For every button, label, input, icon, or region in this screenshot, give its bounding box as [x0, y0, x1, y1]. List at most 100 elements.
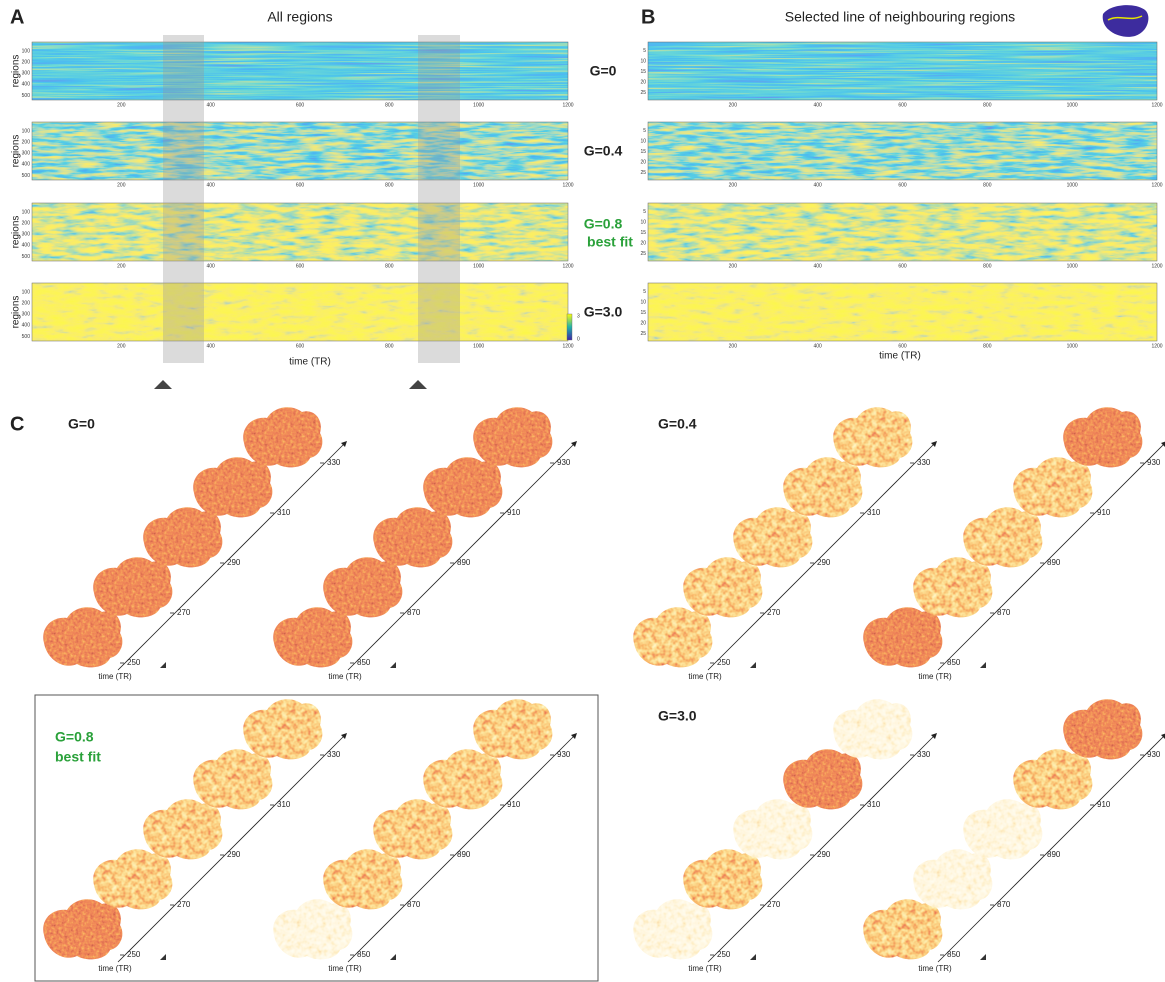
window-marker: [409, 380, 427, 389]
y-tick-label: 10: [640, 299, 646, 305]
heatmap-frame: [647, 282, 1158, 342]
y-tick-label: 100: [22, 128, 31, 134]
brain-map: [243, 699, 323, 760]
x-tick-label: 1000: [1067, 263, 1078, 269]
time-tick-label: 890: [1047, 850, 1061, 859]
heatmap-frame: [31, 202, 569, 262]
y-tick-label: 500: [22, 334, 31, 340]
x-tick-label: 200: [729, 102, 738, 108]
x-tick-label: 400: [206, 182, 215, 188]
time-tick-label: 870: [407, 900, 421, 909]
brain-map: [783, 457, 863, 518]
panel-label: B: [641, 6, 655, 28]
y-tick-label: 200: [22, 300, 31, 306]
y-tick-label: 20: [640, 159, 646, 165]
x-tick-label: 800: [385, 102, 394, 108]
time-tick-label: 910: [1097, 800, 1111, 809]
y-tick-label: 5: [643, 48, 646, 54]
brain-map: [273, 899, 353, 960]
x-tick-label: 600: [296, 343, 305, 349]
brain-map: [43, 607, 123, 668]
heatmap: [648, 203, 1157, 261]
g-note: best fit: [587, 234, 633, 250]
y-tick-label: 25: [640, 331, 646, 337]
x-tick-label: 600: [898, 182, 907, 188]
brain-map: [373, 507, 453, 568]
y-tick-label: 25: [640, 170, 646, 176]
brain-map: [143, 507, 223, 568]
x-tick-label: 1200: [1151, 263, 1162, 269]
y-tick-label: 20: [640, 320, 646, 326]
brain-map: [1013, 749, 1093, 810]
time-axis: [707, 734, 936, 963]
y-tick-label: 25: [640, 90, 646, 96]
heatmap: [648, 122, 1157, 180]
x-tick-label: 1000: [1067, 343, 1078, 349]
brain-map: [783, 749, 863, 810]
axis-arrow: [341, 733, 347, 739]
brain-map: [833, 699, 913, 760]
time-tick-label: 890: [1047, 558, 1061, 567]
axis-marker: [390, 662, 396, 668]
time-tick-label: 250: [717, 658, 731, 667]
x-tick-label: 400: [206, 343, 215, 349]
x-tick-label: 600: [898, 343, 907, 349]
brain-map: [683, 849, 763, 910]
time-tick-label: 310: [277, 508, 291, 517]
brain-map: [863, 899, 943, 960]
time-axis: [347, 442, 576, 671]
axis-arrow: [1161, 733, 1165, 739]
x-tick-label: 1000: [473, 263, 484, 269]
g-label: G=0.8: [55, 729, 94, 745]
brain-map: [193, 749, 273, 810]
x-tick-label: 1200: [562, 102, 573, 108]
x-tick-label: 200: [729, 182, 738, 188]
y-tick-label: 500: [22, 173, 31, 179]
time-tick-label: 930: [557, 750, 571, 759]
x-tick-label: 1200: [1151, 102, 1162, 108]
time-tick-label: 270: [767, 608, 781, 617]
y-tick-label: 300: [22, 151, 31, 157]
time-axis-label: time (TR): [328, 672, 362, 681]
x-tick-label: 1000: [473, 182, 484, 188]
y-tick-label: 500: [22, 254, 31, 260]
x-tick-label: 200: [117, 102, 126, 108]
panel-title: All regions: [267, 9, 332, 25]
brain-map: [273, 607, 353, 668]
brain-map: [93, 557, 173, 618]
time-tick-label: 890: [457, 558, 471, 567]
x-tick-label: 200: [117, 343, 126, 349]
brain-map: [1063, 699, 1143, 760]
time-tick-label: 930: [1147, 458, 1161, 467]
best-fit-frame: [34, 694, 599, 982]
brain-map: [863, 607, 943, 668]
x-tick-label: 600: [296, 102, 305, 108]
y-tick-label: 100: [22, 209, 31, 215]
heatmap: [648, 283, 1157, 341]
heatmap: [32, 283, 568, 341]
time-tick-label: 310: [277, 800, 291, 809]
brain-map: [423, 457, 503, 518]
time-axis: [117, 442, 346, 671]
axis-arrow: [931, 733, 937, 739]
y-tick-label: 400: [22, 243, 31, 249]
y-tick-label: 5: [643, 289, 646, 295]
x-tick-label: 1200: [1151, 343, 1162, 349]
time-tick-label: 870: [997, 900, 1011, 909]
heatmap-frame: [647, 202, 1158, 262]
time-tick-label: 250: [127, 950, 141, 959]
time-axis-label: time (TR): [98, 672, 132, 681]
brain-map: [1013, 457, 1093, 518]
heatmap-frame: [31, 41, 569, 101]
axis-marker: [980, 954, 986, 960]
brain-map: [963, 799, 1043, 860]
time-tick-label: 910: [507, 508, 521, 517]
heatmap-frame: [31, 282, 569, 342]
x-tick-label: 200: [117, 263, 126, 269]
x-tick-label: 1200: [562, 263, 573, 269]
y-tick-label: 20: [640, 79, 646, 85]
g-label: G=0.4: [584, 143, 623, 159]
x-tick-label: 600: [296, 182, 305, 188]
time-tick-label: 310: [867, 508, 881, 517]
